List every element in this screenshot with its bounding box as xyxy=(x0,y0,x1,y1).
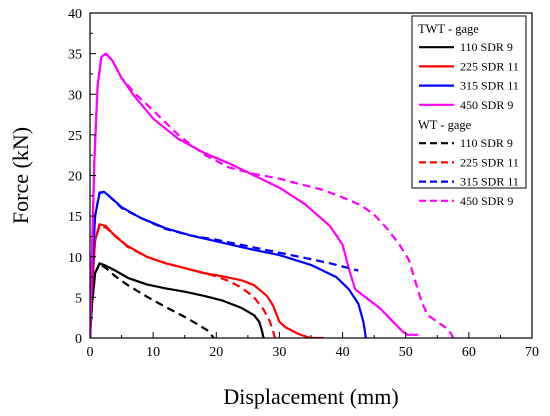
legend-entry-label: 225 SDR 11 xyxy=(460,155,519,169)
y-tick-label: 35 xyxy=(68,48,82,63)
x-tick-label: 0 xyxy=(87,345,94,360)
y-tick-label: 5 xyxy=(75,291,82,306)
y-tick-label: 30 xyxy=(68,88,82,103)
series-line-twt-450-sdr-9 xyxy=(90,52,419,338)
x-tick-label: 40 xyxy=(336,345,350,360)
legend-group-title: TWT - gage xyxy=(418,22,479,36)
x-axis-ticks: 0 10 20 30 40 50 60 70 xyxy=(87,332,539,360)
series-line-twt-225-sdr-11 xyxy=(90,223,324,338)
series-line-wt-225-sdr-11 xyxy=(90,224,277,338)
legend-box xyxy=(411,15,527,189)
legend-entry-label: 450 SDR 9 xyxy=(460,194,513,208)
y-tick-label: 25 xyxy=(68,129,82,144)
y-tick-label: 20 xyxy=(68,170,82,185)
y-tick-label: 0 xyxy=(75,332,82,347)
series-line-wt-315-sdr-11 xyxy=(90,190,359,338)
legend-entry-label: 110 SDR 9 xyxy=(460,136,513,150)
x-tick-label: 50 xyxy=(399,345,413,360)
x-tick-label: 10 xyxy=(146,345,160,360)
legend-entry-label: 110 SDR 9 xyxy=(460,40,513,54)
legend-entry-label: 315 SDR 11 xyxy=(460,175,519,189)
series-line-wt-110-sdr-9 xyxy=(90,263,215,338)
plot-marks xyxy=(90,52,455,338)
y-tick-label: 40 xyxy=(68,7,82,22)
y-tick-label: 15 xyxy=(68,210,82,225)
legend-group-title: WT - gage xyxy=(418,118,472,132)
x-tick-label: 70 xyxy=(525,345,539,360)
legend: TWT - gage 110 SDR 9 225 SDR 11 315 SDR 11 4… xyxy=(411,15,527,208)
legend-entry-label: 225 SDR 11 xyxy=(460,59,519,73)
legend-entry-label: 450 SDR 9 xyxy=(460,98,513,112)
x-tick-label: 60 xyxy=(462,345,476,360)
series-line-wt-450-sdr-9 xyxy=(90,52,455,338)
x-tick-label: 30 xyxy=(272,345,286,360)
y-tick-label: 10 xyxy=(68,251,82,266)
y-axis-title: Force (kN) xyxy=(8,127,33,224)
y-axis-ticks: 0 5 10 15 20 25 30 35 40 xyxy=(68,7,96,347)
x-tick-label: 20 xyxy=(209,345,223,360)
legend-entry-label: 315 SDR 11 xyxy=(460,79,519,93)
x-axis-title: Displacement (mm) xyxy=(223,384,398,409)
series-line-twt-110-sdr-9 xyxy=(90,262,265,338)
